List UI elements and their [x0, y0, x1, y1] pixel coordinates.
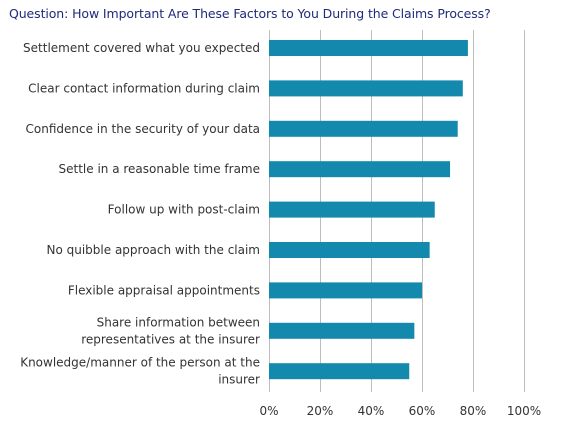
bars — [269, 40, 468, 380]
bar — [269, 242, 430, 258]
category-label: Flexible appraisal appointments — [68, 283, 260, 297]
category-label: No quibble approach with the claim — [46, 243, 260, 257]
x-tick-label: 100% — [507, 404, 541, 418]
bar — [269, 322, 415, 339]
x-axis-tick-labels: 0% 20% 40% 60% 80% 100% — [259, 404, 541, 418]
x-tick-label: 60% — [409, 404, 436, 418]
x-tick-label: 0% — [259, 404, 278, 418]
chart-title: Question: How Important Are These Factor… — [9, 6, 491, 21]
category-label: Confidence in the security of your data — [26, 122, 260, 136]
category-label: Follow up with post-claim — [108, 203, 260, 217]
category-label: Settlement covered what you expected — [23, 41, 260, 55]
bar — [269, 161, 451, 178]
bar — [269, 80, 463, 97]
category-label: Share information between representatives… — [81, 315, 260, 346]
x-tick-label: 80% — [460, 404, 487, 418]
category-label: Settle in a reasonable time frame — [59, 162, 260, 176]
category-labels: Settlement covered what you expected Clea… — [20, 41, 260, 387]
bar — [269, 40, 468, 56]
bar — [269, 363, 410, 380]
bar — [269, 201, 435, 218]
category-label: Knowledge/manner of the person at the ins… — [20, 356, 260, 387]
x-tick-label: 20% — [307, 404, 334, 418]
bar — [269, 120, 458, 137]
x-tick-label: 40% — [358, 404, 385, 418]
bar — [269, 282, 422, 299]
category-label: Clear contact information during claim — [28, 81, 260, 95]
